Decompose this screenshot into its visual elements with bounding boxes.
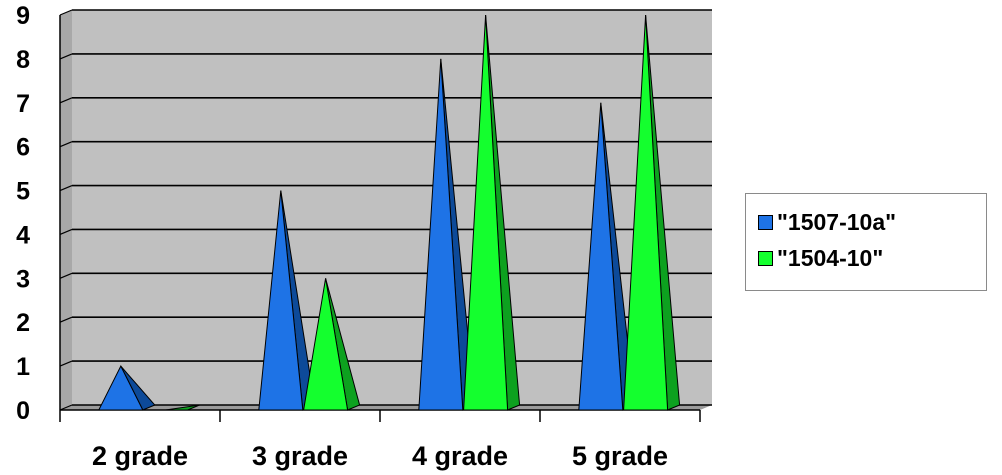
x-tick-label: 4 grade <box>412 441 508 471</box>
y-tick-label: 7 <box>16 90 30 118</box>
y-tick-label: 1 <box>16 353 30 381</box>
grid-line-depth <box>59 404 73 411</box>
y-tick-label: 4 <box>16 221 30 249</box>
grid-line-depth <box>59 316 73 323</box>
x-tick-label: 2 grade <box>92 441 188 471</box>
legend: "1507-10a" "1504-10" <box>745 193 987 291</box>
grid-line-depth <box>59 9 73 16</box>
y-axis-ticks: 0 1 2 3 4 5 6 7 8 9 <box>16 2 30 425</box>
y-tick-label: 6 <box>16 134 30 162</box>
x-axis-ticks: 2 grade 3 grade 4 grade 5 grade <box>59 410 701 471</box>
pyramid-2-2 <box>303 278 361 411</box>
legend-item-series-1: "1507-10a" <box>758 204 986 240</box>
legend-swatch-series-1 <box>758 214 773 230</box>
plot-side-wall <box>60 10 72 410</box>
pyramid-1-3 <box>418 58 476 411</box>
x-tick-label: 3 grade <box>252 441 348 471</box>
y-tick-label: 0 <box>16 397 30 425</box>
grid-line-depth <box>59 360 73 367</box>
pyramid-1-1 <box>97 364 156 411</box>
legend-item-series-2: "1504-10" <box>758 240 986 276</box>
pyramid-2-4 <box>623 14 681 411</box>
pyramid-1-4 <box>578 102 636 411</box>
grid-line-depth <box>59 141 73 148</box>
grid-line-depth <box>59 97 73 104</box>
legend-label-series-1: "1507-10a" <box>777 208 897 235</box>
legend-label-series-2: "1504-10" <box>777 244 884 271</box>
pyramid-marks <box>97 14 681 411</box>
grid-line-depth <box>59 228 73 235</box>
legend-swatch-series-2 <box>758 250 773 266</box>
grid-line-depth <box>59 272 73 279</box>
y-tick-label: 2 <box>16 309 30 337</box>
pyramid-2-3 <box>463 14 521 411</box>
pyramid-2-1 <box>143 404 200 411</box>
x-tick-label: 5 grade <box>572 441 668 471</box>
y-tick-label: 5 <box>16 178 30 206</box>
plot-floor <box>60 405 712 410</box>
grid-line-depth <box>59 53 73 60</box>
y-tick-label: 9 <box>16 2 30 30</box>
y-tick-label: 8 <box>16 46 30 74</box>
y-tick-label: 3 <box>16 265 30 293</box>
grid-line-depth <box>59 185 73 192</box>
